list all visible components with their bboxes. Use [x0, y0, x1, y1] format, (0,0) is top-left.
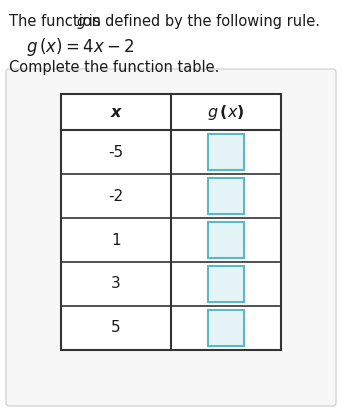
Text: -5: -5 — [108, 145, 123, 159]
Text: $\mathbf{\mathit{g}}\,\mathbf{(}\mathbf{\mathit{x}}\mathbf{)}$: $\mathbf{\mathit{g}}\,\mathbf{(}\mathbf{… — [207, 103, 245, 121]
Bar — [208, 266, 244, 302]
Bar — [208, 222, 244, 258]
Text: 3: 3 — [111, 276, 121, 291]
Text: x: x — [111, 105, 121, 120]
Text: -2: -2 — [108, 188, 123, 203]
Text: $g\,(x) = 4x-2$: $g\,(x) = 4x-2$ — [26, 36, 134, 58]
Text: is defined by the following rule.: is defined by the following rule. — [83, 14, 319, 29]
Bar — [208, 134, 244, 170]
Text: The function: The function — [9, 14, 106, 29]
Text: g: g — [77, 14, 86, 29]
Text: 1: 1 — [111, 233, 121, 248]
FancyBboxPatch shape — [6, 69, 336, 406]
Text: 5: 5 — [111, 321, 121, 336]
Bar — [208, 178, 244, 214]
Text: Complete the function table.: Complete the function table. — [9, 60, 219, 75]
Bar — [208, 310, 244, 346]
Bar — [61, 94, 281, 350]
